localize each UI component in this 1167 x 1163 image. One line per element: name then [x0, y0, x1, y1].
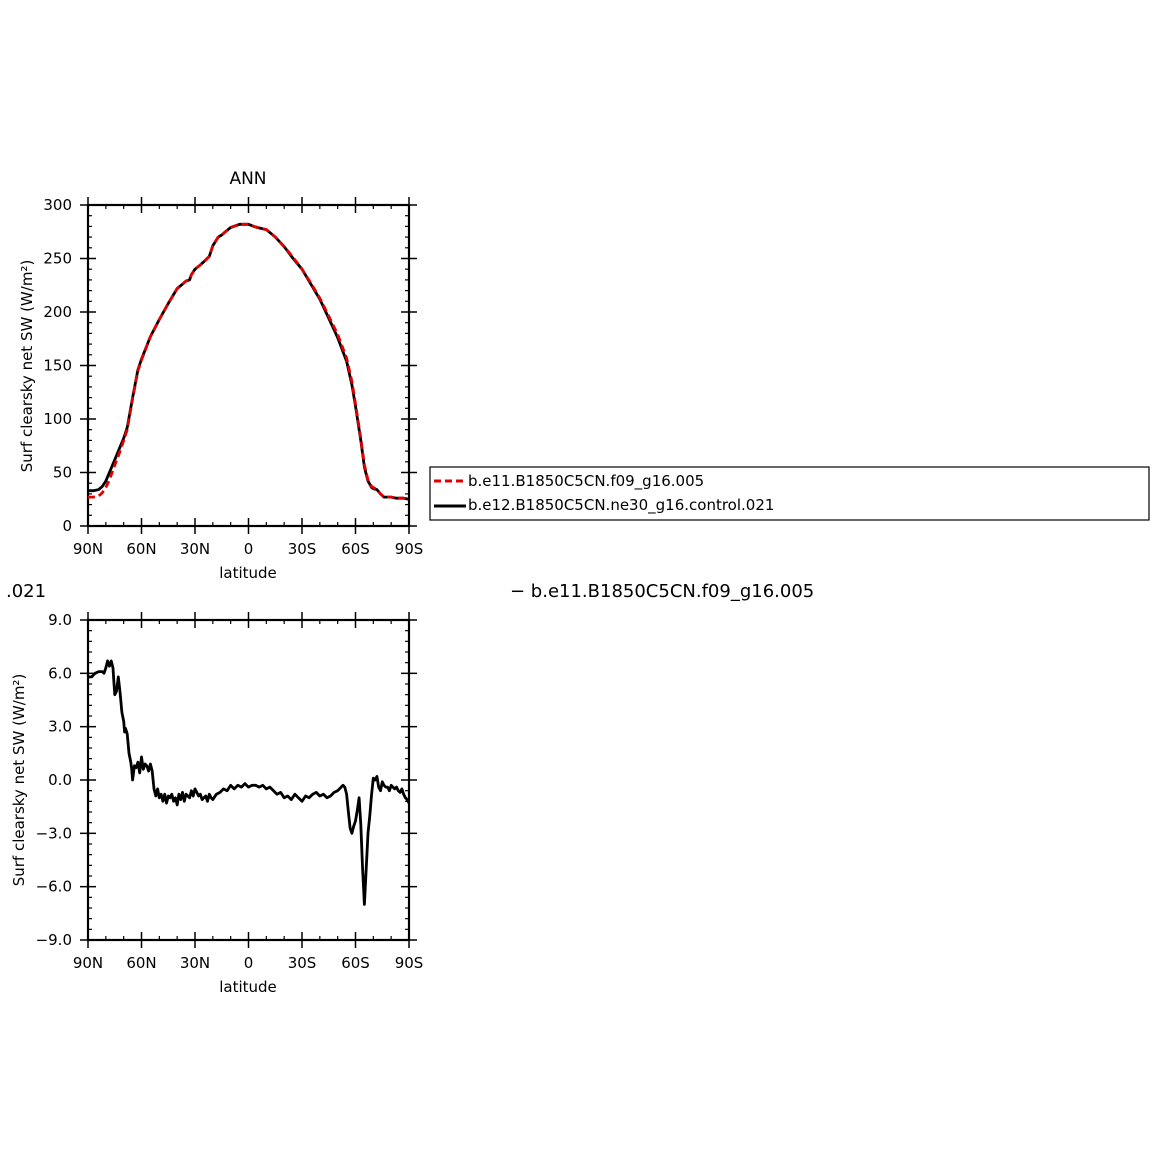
bottom-x-tick-label: 30N — [180, 954, 210, 972]
top-x-tick-label: 90S — [395, 540, 424, 558]
top-axes: 90N 60N 30N 0 30S 60S 90S 0 50 100 150 200 250 300 — [43, 196, 423, 558]
difference-label: − b.e11.B1850C5CN.f09_g16.005 — [510, 581, 814, 602]
bottom-axes: 90N 60N 30N 0 30S 60S 90S 9.0 6.0 3.0 0.0 −3.0 −6.0 −… — [36, 611, 424, 972]
bottom-series-group — [88, 659, 411, 906]
bottom-y-tick-label: −3.0 — [36, 824, 72, 842]
top-plot-frame — [86, 203, 411, 528]
bottom-plot-frame — [86, 618, 411, 942]
top-series-line-1 — [88, 222, 410, 501]
top-x-tick-label: 90N — [73, 540, 103, 558]
top-y-tick-label: 50 — [53, 464, 72, 482]
legend: b.e11.B1850C5CN.f09_g16.005 b.e12.B1850C… — [429, 466, 1150, 521]
legend-box — [429, 466, 1150, 521]
bottom-y-tick-label: 3.0 — [48, 718, 72, 736]
top-y-tick-label: 250 — [43, 250, 72, 268]
bottom-y-tick-label: −6.0 — [36, 878, 72, 896]
top-panel: ANN 90N 60N 30N 0 30S 60S 90S 0 50 100 150 200 250 30… — [18, 169, 423, 582]
top-x-axis-label: latitude — [219, 564, 277, 582]
top-y-tick-label: 300 — [43, 196, 72, 214]
bottom-panel: 90N 60N 30N 0 30S 60S 90S 9.0 6.0 3.0 0.0 −3.0 −6.0 −… — [10, 611, 423, 996]
top-y-axis-label: Surf clearsky net SW (W/m²) — [18, 260, 36, 473]
top-x-tick-label: 30N — [180, 540, 210, 558]
top-y-tick-label: 150 — [43, 357, 72, 375]
bottom-series-line-1 — [88, 659, 411, 906]
top-y-tick-label: 100 — [43, 410, 72, 428]
top-x-tick-label: 60S — [341, 540, 370, 558]
bottom-y-tick-label: 6.0 — [48, 664, 72, 682]
legend-entry-2: b.e12.B1850C5CN.ne30_g16.control.021 — [468, 496, 774, 515]
bottom-x-tick-label: 0 — [244, 954, 254, 972]
bottom-y-tick-label: −9.0 — [36, 931, 72, 949]
top-panel-title: ANN — [229, 169, 266, 189]
bottom-x-tick-label: 60N — [126, 954, 156, 972]
top-x-tick-label: 0 — [244, 540, 254, 558]
bottom-y-axis-label: Surf clearsky net SW (W/m²) — [10, 674, 28, 887]
bottom-x-axis-label: latitude — [219, 978, 277, 996]
bottom-y-tick-label: 0.0 — [48, 771, 72, 789]
bottom-x-tick-label: 30S — [288, 954, 317, 972]
bottom-x-tick-label: 90N — [73, 954, 103, 972]
clipped-label-fragment: .021 — [6, 581, 46, 602]
top-x-tick-label: 30S — [288, 540, 317, 558]
top-series-line-2 — [88, 222, 410, 501]
top-x-tick-label: 60N — [126, 540, 156, 558]
top-series-group — [88, 222, 410, 501]
top-y-tick-label: 200 — [43, 303, 72, 321]
bottom-x-tick-label: 90S — [395, 954, 424, 972]
legend-entry-1: b.e11.B1850C5CN.f09_g16.005 — [468, 472, 704, 491]
bottom-y-tick-label: 9.0 — [48, 611, 72, 629]
top-y-tick-label: 0 — [62, 517, 72, 535]
bottom-x-tick-label: 60S — [341, 954, 370, 972]
